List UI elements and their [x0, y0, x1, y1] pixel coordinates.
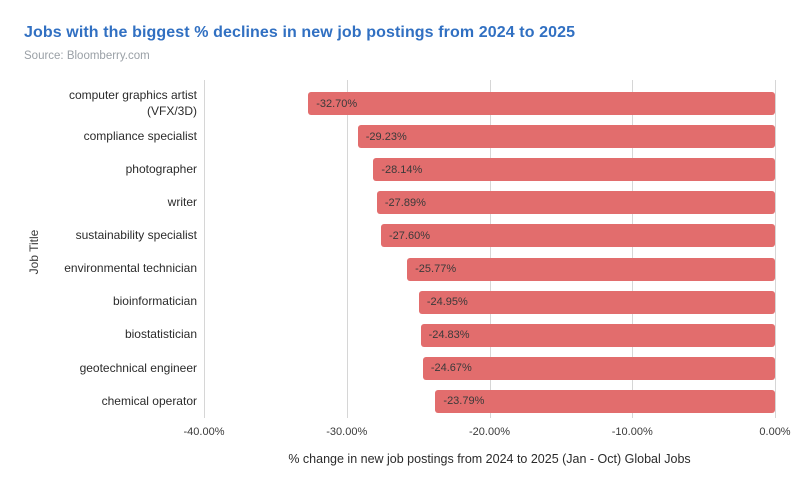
bar-value-label: -24.95%	[426, 296, 468, 309]
category-label: photographer	[125, 161, 197, 176]
category-label: environmental technician	[64, 261, 197, 276]
bar: -23.79%	[435, 389, 775, 413]
category-label: biostatistician	[124, 327, 197, 342]
bar: -24.67%	[422, 356, 775, 380]
category-axis: computer graphics artist (VFX/3D) complia…	[27, 87, 197, 418]
bar-value-label: -28.14%	[381, 163, 423, 176]
gridline	[204, 80, 205, 418]
x-tick-label: -40.00%	[183, 426, 225, 438]
x-tick-label: -20.00%	[469, 426, 510, 438]
bars-layer: -32.70% -29.23% -28.14% -27.89% -27.60% -25.7…	[204, 87, 775, 418]
gridline	[632, 80, 634, 418]
bar-value-label: -23.79%	[443, 395, 485, 408]
bar: -24.95%	[418, 290, 775, 314]
gridline	[346, 80, 348, 418]
x-tick-label: -30.00%	[326, 426, 368, 438]
bar-value-label: -24.83%	[428, 329, 470, 342]
category-label: computer graphics artist (VFX/3D)	[68, 87, 197, 118]
bar: -27.60%	[381, 224, 775, 248]
bar-row: -24.83%	[204, 319, 775, 352]
bar-row: -23.79%	[204, 385, 775, 418]
chart-title: Jobs with the biggest % declines in new …	[24, 24, 576, 41]
category-label: sustainability specialist	[75, 228, 197, 243]
bar-row: -28.14%	[204, 153, 775, 186]
bar: -24.83%	[420, 323, 775, 347]
bar-value-label: -32.70%	[316, 97, 358, 110]
bar-row: -24.67%	[204, 352, 775, 385]
bar-row: -27.89%	[204, 186, 775, 219]
bar: -25.77%	[407, 257, 775, 281]
chart-source: Source: Bloomberry.com	[24, 50, 150, 62]
bar-row: -24.95%	[204, 286, 775, 319]
x-axis-title: % change in new job postings from 2024 t…	[288, 452, 691, 466]
bar: -29.23%	[357, 125, 775, 149]
bar-value-label: -25.77%	[415, 263, 457, 276]
bar-value-label: -24.67%	[430, 362, 472, 375]
bar: -27.89%	[376, 191, 775, 215]
x-tick-label: 0.00%	[759, 426, 791, 438]
x-axis-ticks: -40.00% -30.00% -20.00% -10.00% 0.00%	[184, 426, 791, 440]
bar-value-label: -29.23%	[365, 130, 407, 143]
gridline	[775, 80, 776, 418]
category-label: writer	[167, 195, 197, 210]
bar-row: -29.23%	[204, 120, 775, 153]
category-label: bioinformatician	[112, 294, 197, 309]
bar: -32.70%	[308, 92, 775, 116]
bar-value-label: -27.89%	[384, 196, 426, 209]
bar-row: -25.77%	[204, 253, 775, 286]
category-label: geotechnical engineer	[79, 360, 197, 375]
plot-area	[204, 80, 776, 418]
bar-row: -32.70%	[204, 87, 775, 120]
bar-value-label: -27.60%	[389, 229, 430, 242]
category-label: chemical operator	[101, 393, 197, 408]
bar-row: -27.60%	[204, 219, 775, 252]
gridline	[489, 80, 491, 418]
x-tick-label: -10.00%	[611, 426, 653, 438]
category-label: compliance specialist	[83, 128, 197, 143]
bar: -28.14%	[373, 158, 775, 182]
